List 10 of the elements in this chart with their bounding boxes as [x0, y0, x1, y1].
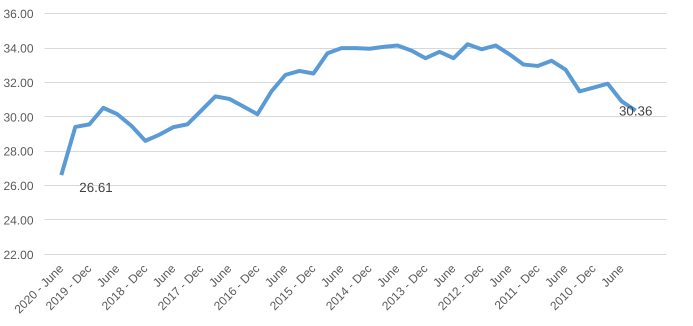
y-tick-label: 34.00	[3, 42, 34, 56]
y-tick-label: 24.00	[3, 213, 34, 228]
y-tick-label: 22.00	[3, 248, 34, 262]
data-label: 30.36	[619, 104, 652, 119]
y-tick-label: 30.00	[3, 110, 34, 124]
y-tick-label: 28.00	[3, 144, 34, 159]
y-tick-label: 36.00	[3, 7, 34, 22]
y-tick-label: 32.00	[3, 76, 34, 90]
data-label: 26.61	[79, 180, 113, 196]
y-tick-label: 26.00	[3, 179, 34, 194]
